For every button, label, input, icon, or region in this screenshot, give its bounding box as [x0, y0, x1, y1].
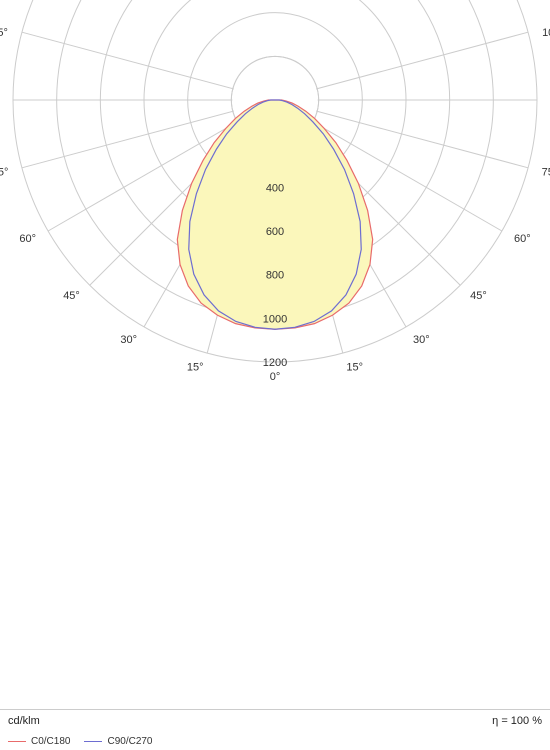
legend-label-s2: C90/C270	[107, 736, 152, 747]
chart-footer: cd/klm η = 100 %	[0, 709, 550, 732]
polar-chart-container: 0°15°15°30°30°45°45°60°60°75°75°90°90°10…	[0, 0, 550, 750]
svg-text:1200: 1200	[263, 357, 287, 369]
svg-text:105°: 105°	[542, 27, 550, 39]
efficiency-label: η = 100 %	[492, 715, 542, 727]
y-axis-unit: cd/klm	[8, 715, 40, 727]
polar-chart-svg: 0°15°15°30°30°45°45°60°60°75°75°90°90°10…	[0, 0, 550, 710]
svg-text:75°: 75°	[542, 166, 550, 178]
legend-label-s1: C0/C180	[31, 736, 70, 747]
svg-text:15°: 15°	[346, 362, 363, 374]
legend-item-s2: C90/C270	[84, 736, 152, 747]
svg-text:105°: 105°	[0, 27, 8, 39]
svg-text:60°: 60°	[19, 233, 36, 245]
legend-swatch-s1	[8, 741, 26, 742]
svg-text:400: 400	[266, 182, 284, 194]
legend-swatch-s2	[84, 741, 102, 742]
svg-text:30°: 30°	[120, 334, 137, 346]
svg-text:1000: 1000	[263, 313, 287, 325]
svg-text:60°: 60°	[514, 233, 531, 245]
svg-text:600: 600	[266, 226, 284, 238]
svg-text:45°: 45°	[63, 290, 80, 302]
legend: C0/C180 C90/C270	[8, 732, 153, 750]
svg-text:800: 800	[266, 270, 284, 282]
svg-text:30°: 30°	[413, 334, 430, 346]
svg-text:15°: 15°	[187, 362, 204, 374]
svg-text:0°: 0°	[270, 371, 281, 383]
svg-text:75°: 75°	[0, 166, 8, 178]
svg-text:45°: 45°	[470, 290, 487, 302]
legend-item-s1: C0/C180	[8, 736, 70, 747]
